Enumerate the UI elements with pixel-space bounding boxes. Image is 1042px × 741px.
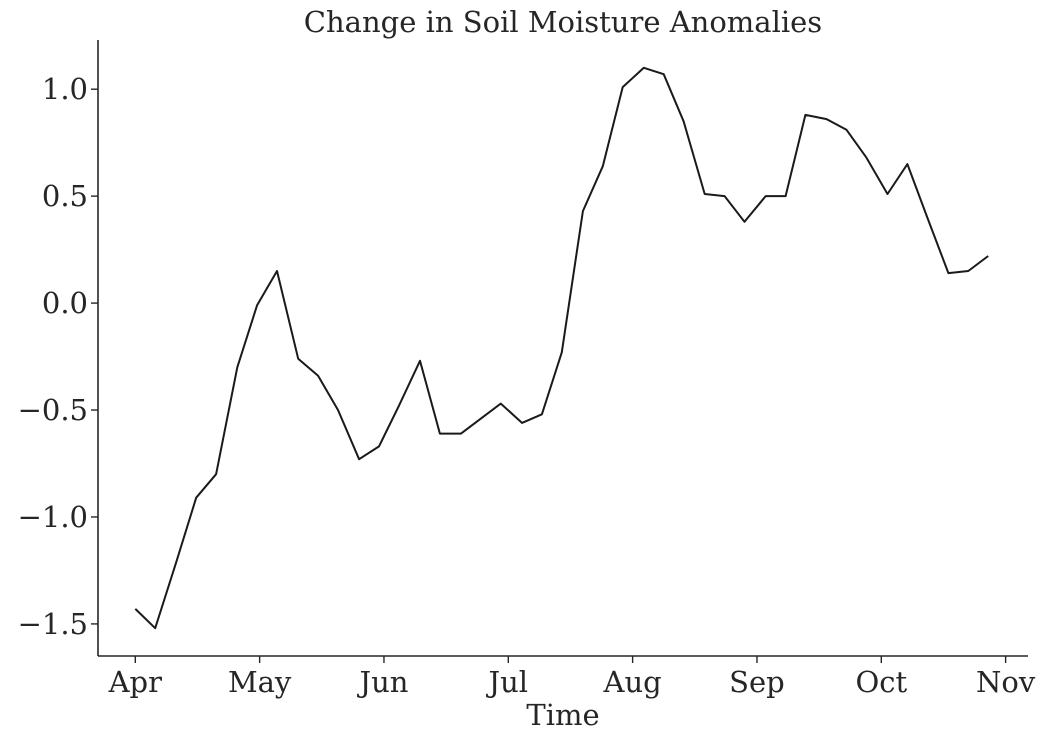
data-point	[681, 119, 686, 124]
data-point	[316, 373, 321, 378]
data-point	[214, 472, 219, 477]
data-point	[580, 209, 585, 214]
x-tick-label: Oct	[855, 665, 907, 699]
data-point	[478, 416, 483, 421]
data-point	[620, 85, 625, 90]
data-point	[275, 269, 280, 274]
data-point	[357, 457, 362, 462]
series-line	[134, 66, 989, 630]
data-point	[600, 164, 605, 169]
data-point	[296, 356, 301, 361]
series-layer	[133, 65, 991, 631]
data-point	[437, 431, 442, 436]
tick-marks: 1.0 0.5 0.0 −0.5 −1.0 −1.5 Apr May Jun Jul Aug Sep O…	[18, 72, 1036, 699]
data-point	[194, 495, 199, 500]
data-point	[661, 72, 666, 77]
data-point	[966, 269, 971, 274]
data-point	[335, 408, 340, 413]
axes	[97, 40, 1028, 657]
data-point	[722, 194, 727, 199]
data-point	[133, 606, 138, 611]
data-point	[539, 412, 544, 417]
data-point	[235, 365, 240, 370]
data-point	[702, 192, 707, 197]
x-tick-label: Aug	[603, 665, 662, 699]
data-point	[763, 194, 768, 199]
data-point	[925, 215, 930, 220]
data-point	[559, 350, 564, 355]
data-point	[905, 162, 910, 167]
x-tick-label: Jul	[486, 665, 529, 699]
x-tick-label: Nov	[976, 665, 1036, 699]
data-point	[396, 403, 401, 408]
y-tick-label: −1.5	[18, 607, 88, 641]
data-point	[864, 155, 869, 160]
data-point	[498, 401, 503, 406]
y-tick-label: 1.0	[42, 72, 88, 106]
data-point	[519, 420, 524, 425]
data-point	[641, 65, 646, 70]
data-point	[742, 219, 747, 224]
y-tick-label: −0.5	[18, 393, 88, 427]
data-point	[803, 112, 808, 117]
chart-title: Change in Soil Moisture Anomalies	[304, 5, 822, 39]
x-tick-label: Apr	[108, 665, 163, 699]
y-tick-label: 0.0	[42, 286, 88, 320]
data-point	[418, 358, 423, 363]
data-point	[376, 444, 381, 449]
data-point	[153, 626, 158, 631]
data-point	[986, 254, 991, 259]
data-point	[783, 194, 788, 199]
y-tick-label: 0.5	[42, 179, 88, 213]
y-tick-label: −1.0	[18, 500, 88, 534]
x-tick-label: Jun	[356, 665, 408, 699]
x-tick-label: May	[228, 665, 292, 699]
data-point	[255, 303, 260, 308]
data-point	[946, 271, 951, 276]
x-axis-label: Time	[526, 698, 599, 732]
x-tick-label: Sep	[729, 665, 785, 699]
data-point	[844, 127, 849, 132]
data-point	[824, 117, 829, 122]
data-point	[459, 431, 464, 436]
data-point	[174, 559, 179, 564]
data-point	[885, 192, 890, 197]
